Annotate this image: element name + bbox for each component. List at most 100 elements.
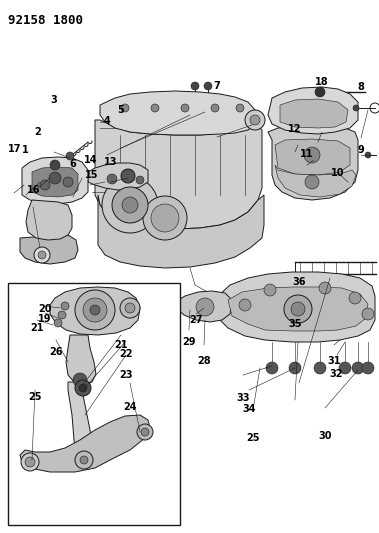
Circle shape — [73, 373, 87, 387]
Circle shape — [121, 169, 135, 183]
Circle shape — [353, 105, 359, 111]
Circle shape — [204, 82, 212, 90]
Circle shape — [136, 176, 144, 184]
Text: 9: 9 — [357, 146, 364, 155]
Circle shape — [90, 305, 100, 315]
Text: 12: 12 — [288, 124, 302, 134]
Circle shape — [34, 247, 50, 263]
Text: 21: 21 — [114, 341, 127, 350]
Circle shape — [319, 282, 331, 294]
Polygon shape — [95, 120, 262, 229]
Circle shape — [38, 251, 46, 259]
Text: 20: 20 — [38, 304, 52, 314]
Circle shape — [75, 451, 93, 469]
Circle shape — [137, 424, 153, 440]
Circle shape — [66, 152, 74, 160]
Circle shape — [50, 160, 60, 170]
Polygon shape — [275, 139, 350, 175]
Polygon shape — [50, 287, 140, 335]
Text: 27: 27 — [190, 315, 203, 325]
Circle shape — [25, 457, 35, 467]
Circle shape — [349, 292, 361, 304]
Text: 4: 4 — [103, 116, 110, 126]
Circle shape — [284, 295, 312, 323]
Polygon shape — [98, 195, 264, 268]
Circle shape — [121, 104, 129, 112]
Circle shape — [21, 453, 39, 471]
Text: 15: 15 — [85, 170, 99, 180]
Circle shape — [151, 204, 179, 232]
Polygon shape — [22, 157, 88, 204]
Circle shape — [54, 319, 62, 327]
Circle shape — [143, 196, 187, 240]
Text: 32: 32 — [330, 369, 343, 379]
Polygon shape — [268, 87, 358, 134]
Circle shape — [80, 456, 88, 464]
Circle shape — [125, 303, 135, 313]
Circle shape — [289, 362, 301, 374]
Circle shape — [314, 362, 326, 374]
Circle shape — [40, 180, 50, 190]
Text: 25: 25 — [28, 392, 42, 401]
Text: 14: 14 — [83, 155, 97, 165]
Circle shape — [102, 177, 158, 233]
Text: 3: 3 — [50, 95, 57, 105]
Bar — [8, 283, 180, 525]
Circle shape — [58, 311, 66, 319]
Text: 29: 29 — [182, 337, 196, 347]
Text: 36: 36 — [292, 278, 305, 287]
Text: 18: 18 — [315, 77, 328, 87]
Text: 24: 24 — [123, 402, 136, 412]
Text: 34: 34 — [243, 405, 256, 414]
Circle shape — [250, 115, 260, 125]
Text: 31: 31 — [327, 357, 341, 366]
Circle shape — [362, 308, 374, 320]
Polygon shape — [280, 99, 348, 128]
Circle shape — [339, 362, 351, 374]
Polygon shape — [66, 335, 96, 385]
Polygon shape — [26, 200, 72, 240]
Text: 1: 1 — [22, 146, 29, 155]
Circle shape — [264, 284, 276, 296]
Circle shape — [75, 380, 91, 396]
Polygon shape — [20, 415, 150, 472]
Circle shape — [122, 197, 138, 213]
Circle shape — [120, 298, 140, 318]
Circle shape — [154, 305, 160, 311]
Circle shape — [61, 302, 69, 310]
Circle shape — [191, 82, 199, 90]
Circle shape — [365, 152, 371, 158]
Circle shape — [150, 301, 164, 315]
Circle shape — [245, 110, 265, 130]
Circle shape — [181, 104, 189, 112]
Polygon shape — [228, 287, 368, 331]
Polygon shape — [68, 382, 94, 460]
Circle shape — [75, 290, 115, 330]
Circle shape — [141, 428, 149, 436]
Polygon shape — [88, 163, 148, 190]
Circle shape — [315, 87, 325, 97]
Text: 25: 25 — [246, 433, 260, 443]
Text: 35: 35 — [288, 319, 302, 329]
Circle shape — [151, 104, 159, 112]
Text: 19: 19 — [38, 314, 52, 324]
Text: 17: 17 — [8, 144, 21, 154]
Circle shape — [196, 298, 214, 316]
Polygon shape — [275, 165, 356, 197]
Text: 7: 7 — [213, 82, 220, 91]
Polygon shape — [218, 272, 375, 342]
Circle shape — [83, 298, 107, 322]
Text: 10: 10 — [330, 168, 344, 178]
Circle shape — [63, 177, 73, 187]
Circle shape — [304, 147, 320, 163]
Text: 33: 33 — [236, 393, 250, 402]
Circle shape — [79, 384, 87, 392]
Text: 2: 2 — [34, 127, 41, 137]
Polygon shape — [175, 291, 232, 322]
Circle shape — [362, 362, 374, 374]
Text: 28: 28 — [197, 357, 211, 366]
Circle shape — [291, 302, 305, 316]
Text: 16: 16 — [27, 185, 40, 195]
Polygon shape — [32, 167, 78, 197]
Text: 5: 5 — [117, 106, 124, 115]
